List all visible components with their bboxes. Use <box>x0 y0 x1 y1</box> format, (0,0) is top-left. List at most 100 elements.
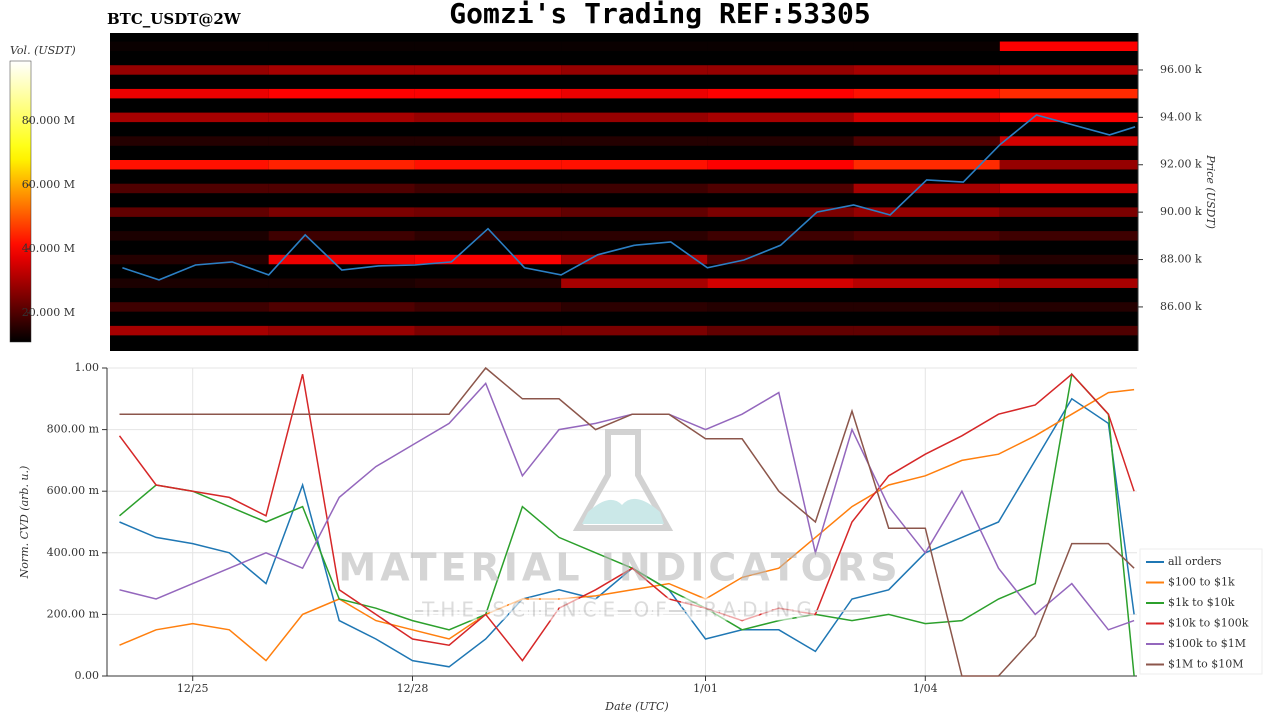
heatmap-cell <box>707 254 854 265</box>
legend-label: $10k to $100k <box>1168 617 1249 630</box>
heatmap-cell <box>414 183 562 194</box>
heatmap-cell <box>561 254 708 265</box>
heatmap-cell <box>414 160 562 170</box>
y-tick-label: 400.00 m <box>47 546 100 559</box>
heatmap-cell <box>561 112 708 123</box>
heatmap-cell <box>110 302 269 312</box>
heatmap-cell <box>707 278 854 288</box>
heatmap-cell <box>268 112 415 123</box>
heatmap-cell <box>707 160 854 170</box>
y-tick-label: 90.00 k <box>1160 205 1202 218</box>
heatmap-cell <box>999 207 1138 217</box>
heatmap-cell <box>268 254 415 265</box>
x-axis-label: Date (UTC) <box>604 700 668 713</box>
heatmap-cell <box>561 183 708 194</box>
heatmap-cell <box>110 136 269 146</box>
heatmap-cell <box>999 325 1138 336</box>
heatmap-cell <box>707 136 854 146</box>
y-tick-label: 96.00 k <box>1160 63 1202 76</box>
heatmap-cell <box>414 136 562 146</box>
legend-label: $100k to $1M <box>1168 637 1246 650</box>
watermark: MATERIAL INDICATORS THE SCIENCE OF TRADI… <box>338 429 898 626</box>
x-tick-label: 12/25 <box>177 682 209 695</box>
heatmap-cell <box>853 112 1000 123</box>
plots: 86.00 k 88.00 k 90.00 k 92.00 k 94.00 k 96.00… <box>9 33 1263 713</box>
series-line <box>118 373 1135 662</box>
heatmap-cell <box>268 231 415 241</box>
heatmap-cell <box>268 41 415 52</box>
colorbar-label: Vol. (USDT) <box>10 44 76 57</box>
colorbar <box>9 60 32 343</box>
heatmap-cell <box>561 136 708 146</box>
y-tick-label: 88.00 k <box>1160 253 1202 266</box>
heatmap-cell <box>414 207 562 217</box>
heatmap-cell <box>853 207 1000 217</box>
y-tick-label: 86.00 k <box>1160 300 1202 313</box>
heatmap-cell <box>853 160 1000 170</box>
heatmap-cell <box>853 136 1000 146</box>
heatmap-cell <box>853 325 1000 336</box>
heatmap-cell <box>853 254 1000 265</box>
series-line <box>119 388 1135 662</box>
heatmap-cell <box>561 160 708 170</box>
heatmap-cell <box>999 231 1138 241</box>
heatmap-cell <box>561 325 708 336</box>
heatmap-cell <box>999 254 1138 265</box>
heatmap-cell <box>561 207 708 217</box>
colorbar-tick-label: 20.000 M <box>22 306 75 319</box>
heatmap-cell <box>561 41 708 52</box>
heatmap-cell <box>110 254 269 265</box>
legend-label: $1k to $10k <box>1168 596 1235 609</box>
heatmap-cell <box>707 183 854 194</box>
colorbar-tick-label: 40.000 M <box>22 242 75 255</box>
y-tick-label: 600.00 m <box>47 484 100 497</box>
heatmap-cell <box>414 231 562 241</box>
heatmap-cell <box>999 183 1138 194</box>
heatmap-cell <box>110 207 269 217</box>
y-axis-label: Price (USDT) <box>1204 154 1217 229</box>
colorbar-tick-label: 80.000 M <box>22 114 75 127</box>
legend-box <box>1139 548 1263 675</box>
heatmap-cell <box>561 231 708 241</box>
heatmap-cell <box>707 41 854 52</box>
heatmap-cell <box>561 278 708 288</box>
x-tick-label: 1/04 <box>913 682 938 695</box>
colorbar-tick-label: 60.000 M <box>22 178 75 191</box>
heatmap-cell <box>853 183 1000 194</box>
heatmap-cell <box>268 136 415 146</box>
heatmap-cell <box>414 88 562 99</box>
heatmap-cell <box>707 207 854 217</box>
heatmap-cell <box>853 65 1000 75</box>
heatmap-cell <box>561 88 708 99</box>
legend-label: $1M to $10M <box>1168 658 1244 671</box>
y-tick-label: 800.00 m <box>47 423 100 436</box>
heatmap-cell <box>110 325 269 336</box>
heatmap-cell <box>268 207 415 217</box>
heatmap-cell <box>999 65 1138 75</box>
heatmap-cell <box>110 160 269 170</box>
watermark-subtitle: THE SCIENCE OF TRADING <box>421 598 818 622</box>
heatmap-cell <box>853 231 1000 241</box>
heatmap-cell <box>999 88 1138 99</box>
heatmap-cell <box>561 65 708 75</box>
flask-icon <box>572 429 674 531</box>
series-line <box>119 366 1135 677</box>
heatmap-cell <box>561 302 708 312</box>
heatmap-cell <box>707 112 854 123</box>
y-tick-label: 92.00 k <box>1160 158 1202 171</box>
heatmap-cell <box>707 65 854 75</box>
heatmap-cell <box>414 112 562 123</box>
heatmap-cell <box>999 136 1138 146</box>
heatmap-cell <box>414 254 562 265</box>
heatmap-cell <box>110 41 269 52</box>
heatmap-cell <box>110 112 269 123</box>
heatmap-cell <box>853 41 1000 52</box>
heatmap-cell <box>999 302 1138 312</box>
y-tick-label: 94.00 k <box>1160 110 1202 123</box>
y-axis-label: Norm. CVD (arb. u.) <box>18 466 31 580</box>
heatmap-cell <box>268 325 415 336</box>
heatmap-cell <box>268 302 415 312</box>
heatmap-cell <box>110 88 269 99</box>
legend-label: all orders <box>1168 555 1222 568</box>
heatmap-cell <box>853 88 1000 99</box>
